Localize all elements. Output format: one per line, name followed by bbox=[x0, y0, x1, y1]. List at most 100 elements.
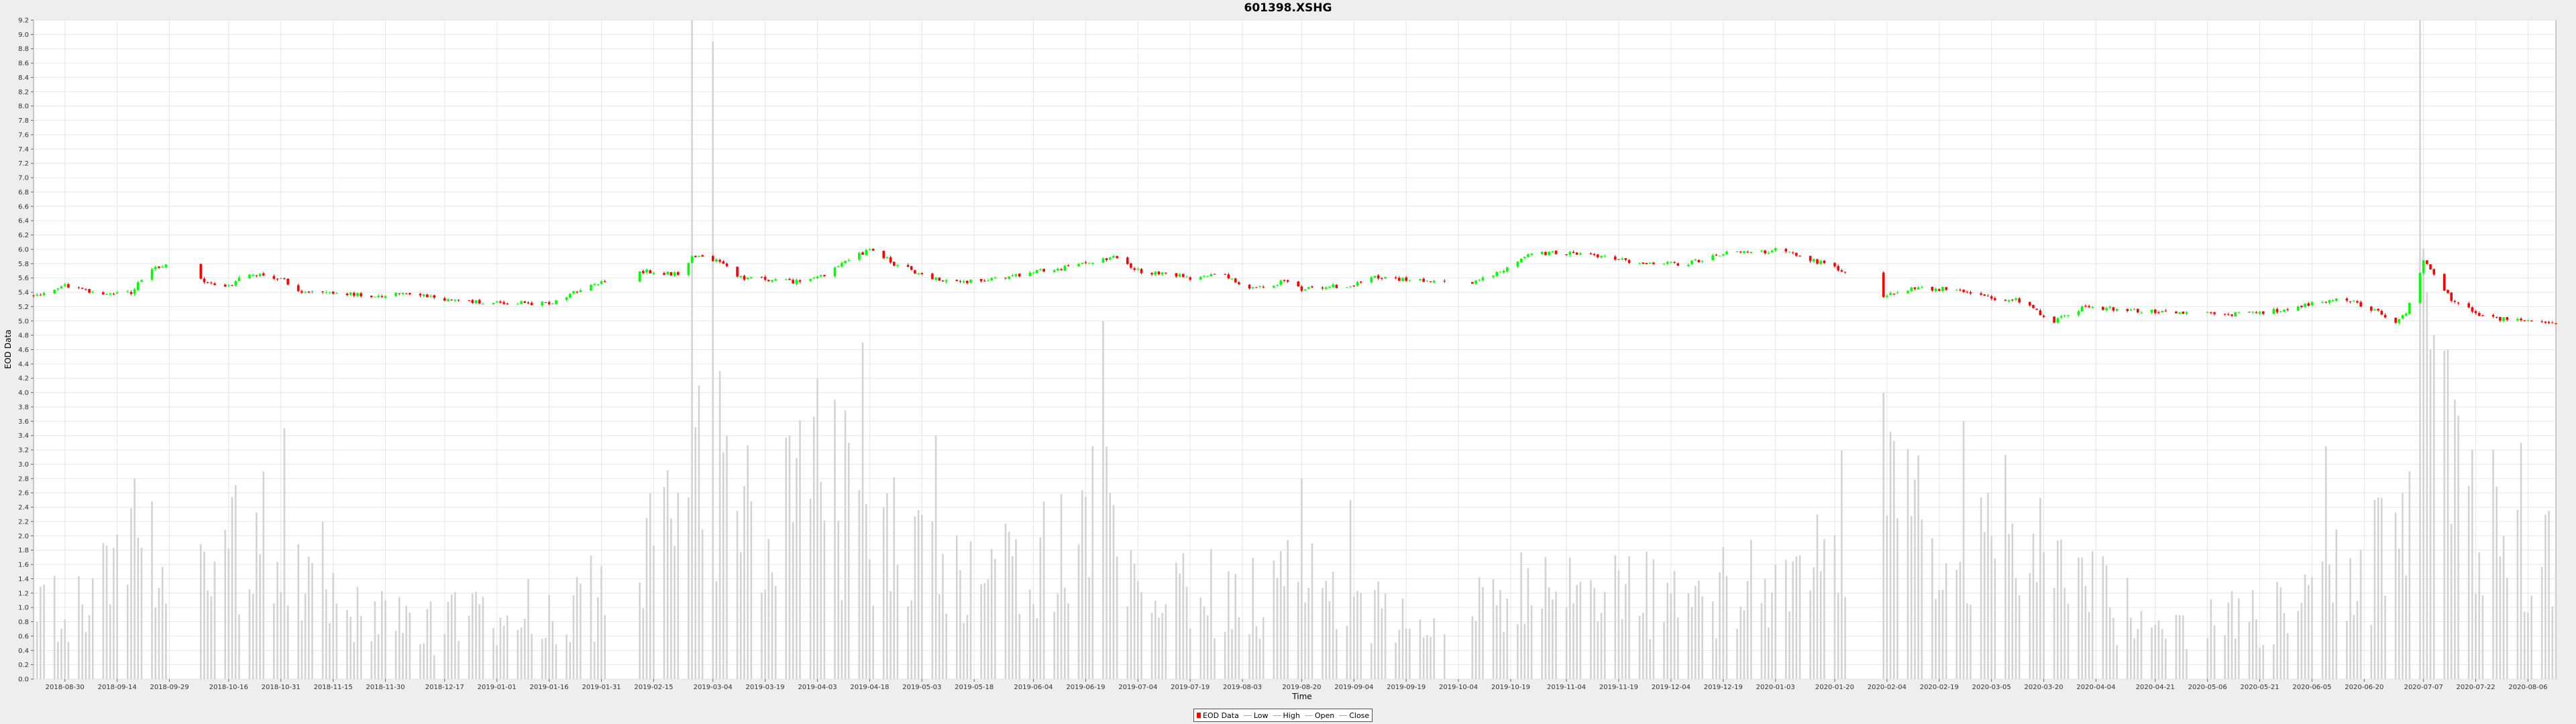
y-tick-label: 6.2 bbox=[18, 232, 29, 239]
volume-bar bbox=[2359, 549, 2362, 679]
volume-bar bbox=[1541, 608, 1544, 679]
volume-bar bbox=[1673, 570, 1676, 679]
candle-body bbox=[833, 267, 837, 277]
volume-bar bbox=[872, 605, 874, 679]
volume-bar bbox=[2262, 644, 2265, 679]
candle-body bbox=[2443, 274, 2446, 291]
volume-bar bbox=[1283, 586, 1285, 679]
volume-bar bbox=[1520, 552, 1522, 679]
volume-bar bbox=[2259, 648, 2261, 679]
volume-bar bbox=[158, 588, 160, 679]
volume-bar bbox=[2398, 548, 2400, 679]
volume-bar bbox=[1663, 622, 1665, 679]
candle-body bbox=[987, 280, 989, 282]
volume-bar bbox=[2112, 617, 2114, 679]
y-tick-label: 1.8 bbox=[18, 547, 29, 554]
volume-bar bbox=[799, 420, 801, 679]
candle-body bbox=[258, 274, 262, 276]
volume-bar bbox=[398, 597, 400, 679]
candle-body bbox=[1666, 261, 1669, 264]
volume-bar bbox=[2157, 620, 2160, 679]
volume-bar bbox=[1255, 626, 1258, 679]
candle-body bbox=[2432, 269, 2436, 275]
candle-body bbox=[2394, 317, 2397, 323]
volume-bar bbox=[1150, 613, 1153, 679]
candle-body bbox=[276, 278, 279, 280]
candle-body bbox=[1910, 287, 1913, 292]
volume-bar bbox=[1795, 556, 1798, 679]
candle-body bbox=[1495, 272, 1499, 276]
candle-body bbox=[2035, 308, 2038, 310]
volume-bar bbox=[767, 539, 770, 679]
candle-body bbox=[1813, 259, 1815, 261]
candle-body bbox=[1398, 278, 1401, 281]
candle-body bbox=[2286, 309, 2289, 310]
candle-body bbox=[600, 281, 603, 284]
volume-bar bbox=[2544, 514, 2546, 679]
candle-body bbox=[1934, 288, 1937, 292]
candle-body bbox=[750, 277, 753, 278]
candle-body bbox=[2383, 314, 2387, 318]
volume-bar bbox=[1430, 637, 1432, 679]
volume-bar bbox=[506, 615, 508, 679]
candle-body bbox=[1913, 287, 1917, 289]
volume-bar bbox=[2555, 573, 2557, 679]
candle-body bbox=[2105, 308, 2108, 310]
volume-bar bbox=[2213, 625, 2216, 679]
x-tick-label: 2020-02-04 bbox=[1868, 684, 1907, 691]
candle-body bbox=[80, 288, 84, 289]
volume-bar bbox=[2151, 627, 2153, 679]
volume-bar bbox=[1743, 610, 1746, 679]
volume-bar bbox=[450, 594, 453, 679]
volume-bar bbox=[2502, 536, 2505, 679]
x-tick-label: 2018-12-17 bbox=[425, 684, 464, 691]
candle-body bbox=[63, 284, 66, 286]
candle-body bbox=[1670, 261, 1672, 263]
legend-item-high: High bbox=[1273, 711, 1300, 720]
volume-bar bbox=[2467, 485, 2470, 679]
volume-bar bbox=[2450, 524, 2453, 679]
volume-bar bbox=[2084, 586, 2087, 679]
volume-bar bbox=[642, 608, 645, 679]
candle-body bbox=[331, 291, 335, 294]
volume-bar bbox=[858, 489, 861, 679]
candle-body bbox=[1405, 277, 1407, 281]
candle-body bbox=[1297, 282, 1299, 287]
volume-bar bbox=[743, 486, 745, 679]
candle-body bbox=[158, 266, 160, 268]
candle-body bbox=[1408, 280, 1411, 281]
volume-bar bbox=[1482, 587, 1484, 679]
x-tick-label: 2020-06-20 bbox=[2345, 684, 2383, 691]
volume-bar bbox=[1987, 493, 1989, 679]
candle-body bbox=[841, 263, 843, 267]
candle-body bbox=[85, 289, 87, 290]
candle-body bbox=[1791, 252, 1794, 253]
volume-bar bbox=[1060, 493, 1063, 679]
volume-bar bbox=[2311, 577, 2313, 679]
candle-body bbox=[523, 301, 527, 303]
volume-bar bbox=[207, 590, 209, 679]
candle-body bbox=[885, 257, 889, 259]
volume-bar bbox=[2527, 613, 2529, 679]
volume-bar bbox=[116, 534, 118, 679]
volume-bar bbox=[1287, 540, 1289, 679]
volume-bar bbox=[472, 593, 474, 679]
volume-bar bbox=[2478, 552, 2481, 679]
volume-bar bbox=[698, 385, 700, 679]
candle-body bbox=[2324, 302, 2328, 303]
candle-body bbox=[2234, 312, 2237, 316]
volume-bar bbox=[2154, 624, 2157, 679]
candle-body bbox=[2210, 312, 2212, 314]
candle-body bbox=[774, 279, 777, 281]
volume-bar bbox=[1018, 613, 1021, 679]
volume-bar bbox=[666, 470, 669, 679]
volume-bar bbox=[1102, 320, 1104, 679]
volume-bar bbox=[771, 572, 773, 679]
candle-body bbox=[2307, 303, 2310, 306]
volume-bar bbox=[2457, 416, 2459, 679]
legend-item-low: Low bbox=[1243, 711, 1269, 720]
volume-bar bbox=[2419, 20, 2421, 679]
y-tick-label: 5.4 bbox=[18, 290, 29, 297]
volume-bar bbox=[2475, 593, 2477, 679]
legend-swatch-high bbox=[1273, 715, 1281, 716]
